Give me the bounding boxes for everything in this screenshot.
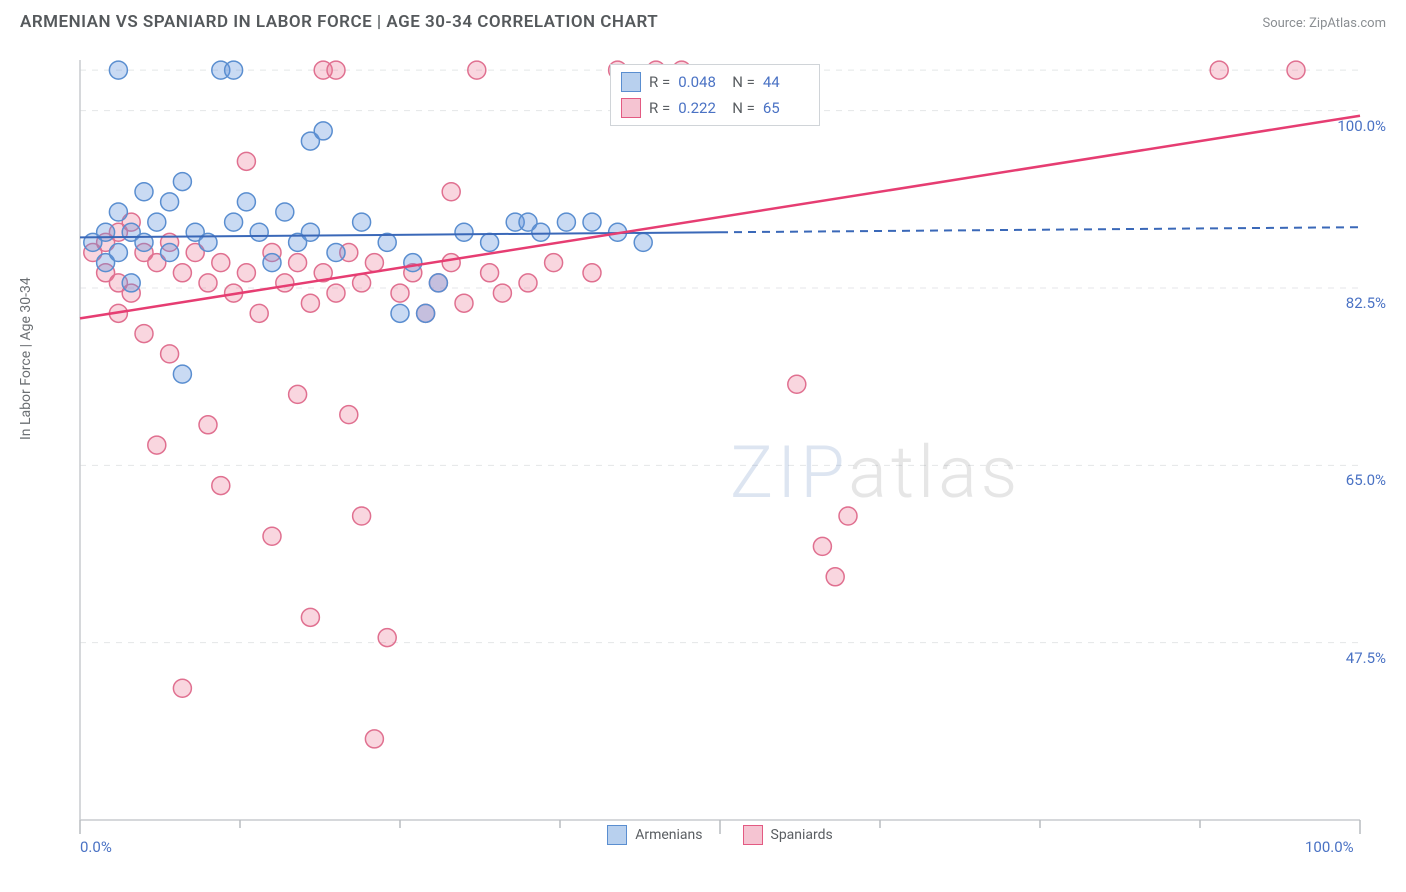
legend-item: Armenians [607, 834, 702, 836]
series-legend: Armenians Spaniards [50, 834, 1390, 836]
chart-title: ARMENIAN VS SPANIARD IN LABOR FORCE | AG… [20, 12, 658, 32]
correlation-stats-legend: R = 0.048 N = 44 R = 0.222 N = 65 [610, 64, 820, 126]
legend-swatch [621, 98, 641, 118]
chart-container: In Labor Force | Age 30-34 ZIPatlas R =0… [50, 50, 1390, 840]
y-tick-label: 47.5% [1346, 649, 1386, 667]
legend-label: Spaniards [771, 827, 833, 843]
stat-r-label: R = [649, 73, 670, 91]
stat-r-label: R = [649, 99, 670, 117]
legend-item: Spaniards [743, 834, 833, 836]
stat-legend-row: R = 0.222 N = 65 [621, 95, 809, 121]
stat-legend-row: R = 0.048 N = 44 [621, 69, 809, 95]
stat-n-label: N = [732, 99, 755, 117]
legend-swatch [607, 825, 627, 845]
stat-n-value: 44 [763, 73, 809, 91]
legend-swatch [743, 825, 763, 845]
stat-n-label: N = [732, 73, 755, 91]
stat-r-value: 0.222 [678, 99, 724, 117]
x-tick-label: 100.0% [1305, 838, 1354, 856]
source-label: Source: ZipAtlas.com [1262, 16, 1386, 31]
x-tick-label: 0.0% [80, 838, 112, 856]
legend-swatch [621, 72, 641, 92]
stat-n-value: 65 [763, 99, 809, 117]
stat-r-value: 0.048 [678, 73, 724, 91]
y-tick-label: 100.0% [1337, 117, 1386, 135]
y-tick-label: 65.0% [1346, 471, 1386, 489]
legend-label: Armenians [635, 827, 702, 843]
y-axis-label: In Labor Force | Age 30-34 [18, 277, 34, 440]
scatter-plot [50, 50, 1390, 850]
y-tick-label: 82.5% [1346, 294, 1386, 312]
